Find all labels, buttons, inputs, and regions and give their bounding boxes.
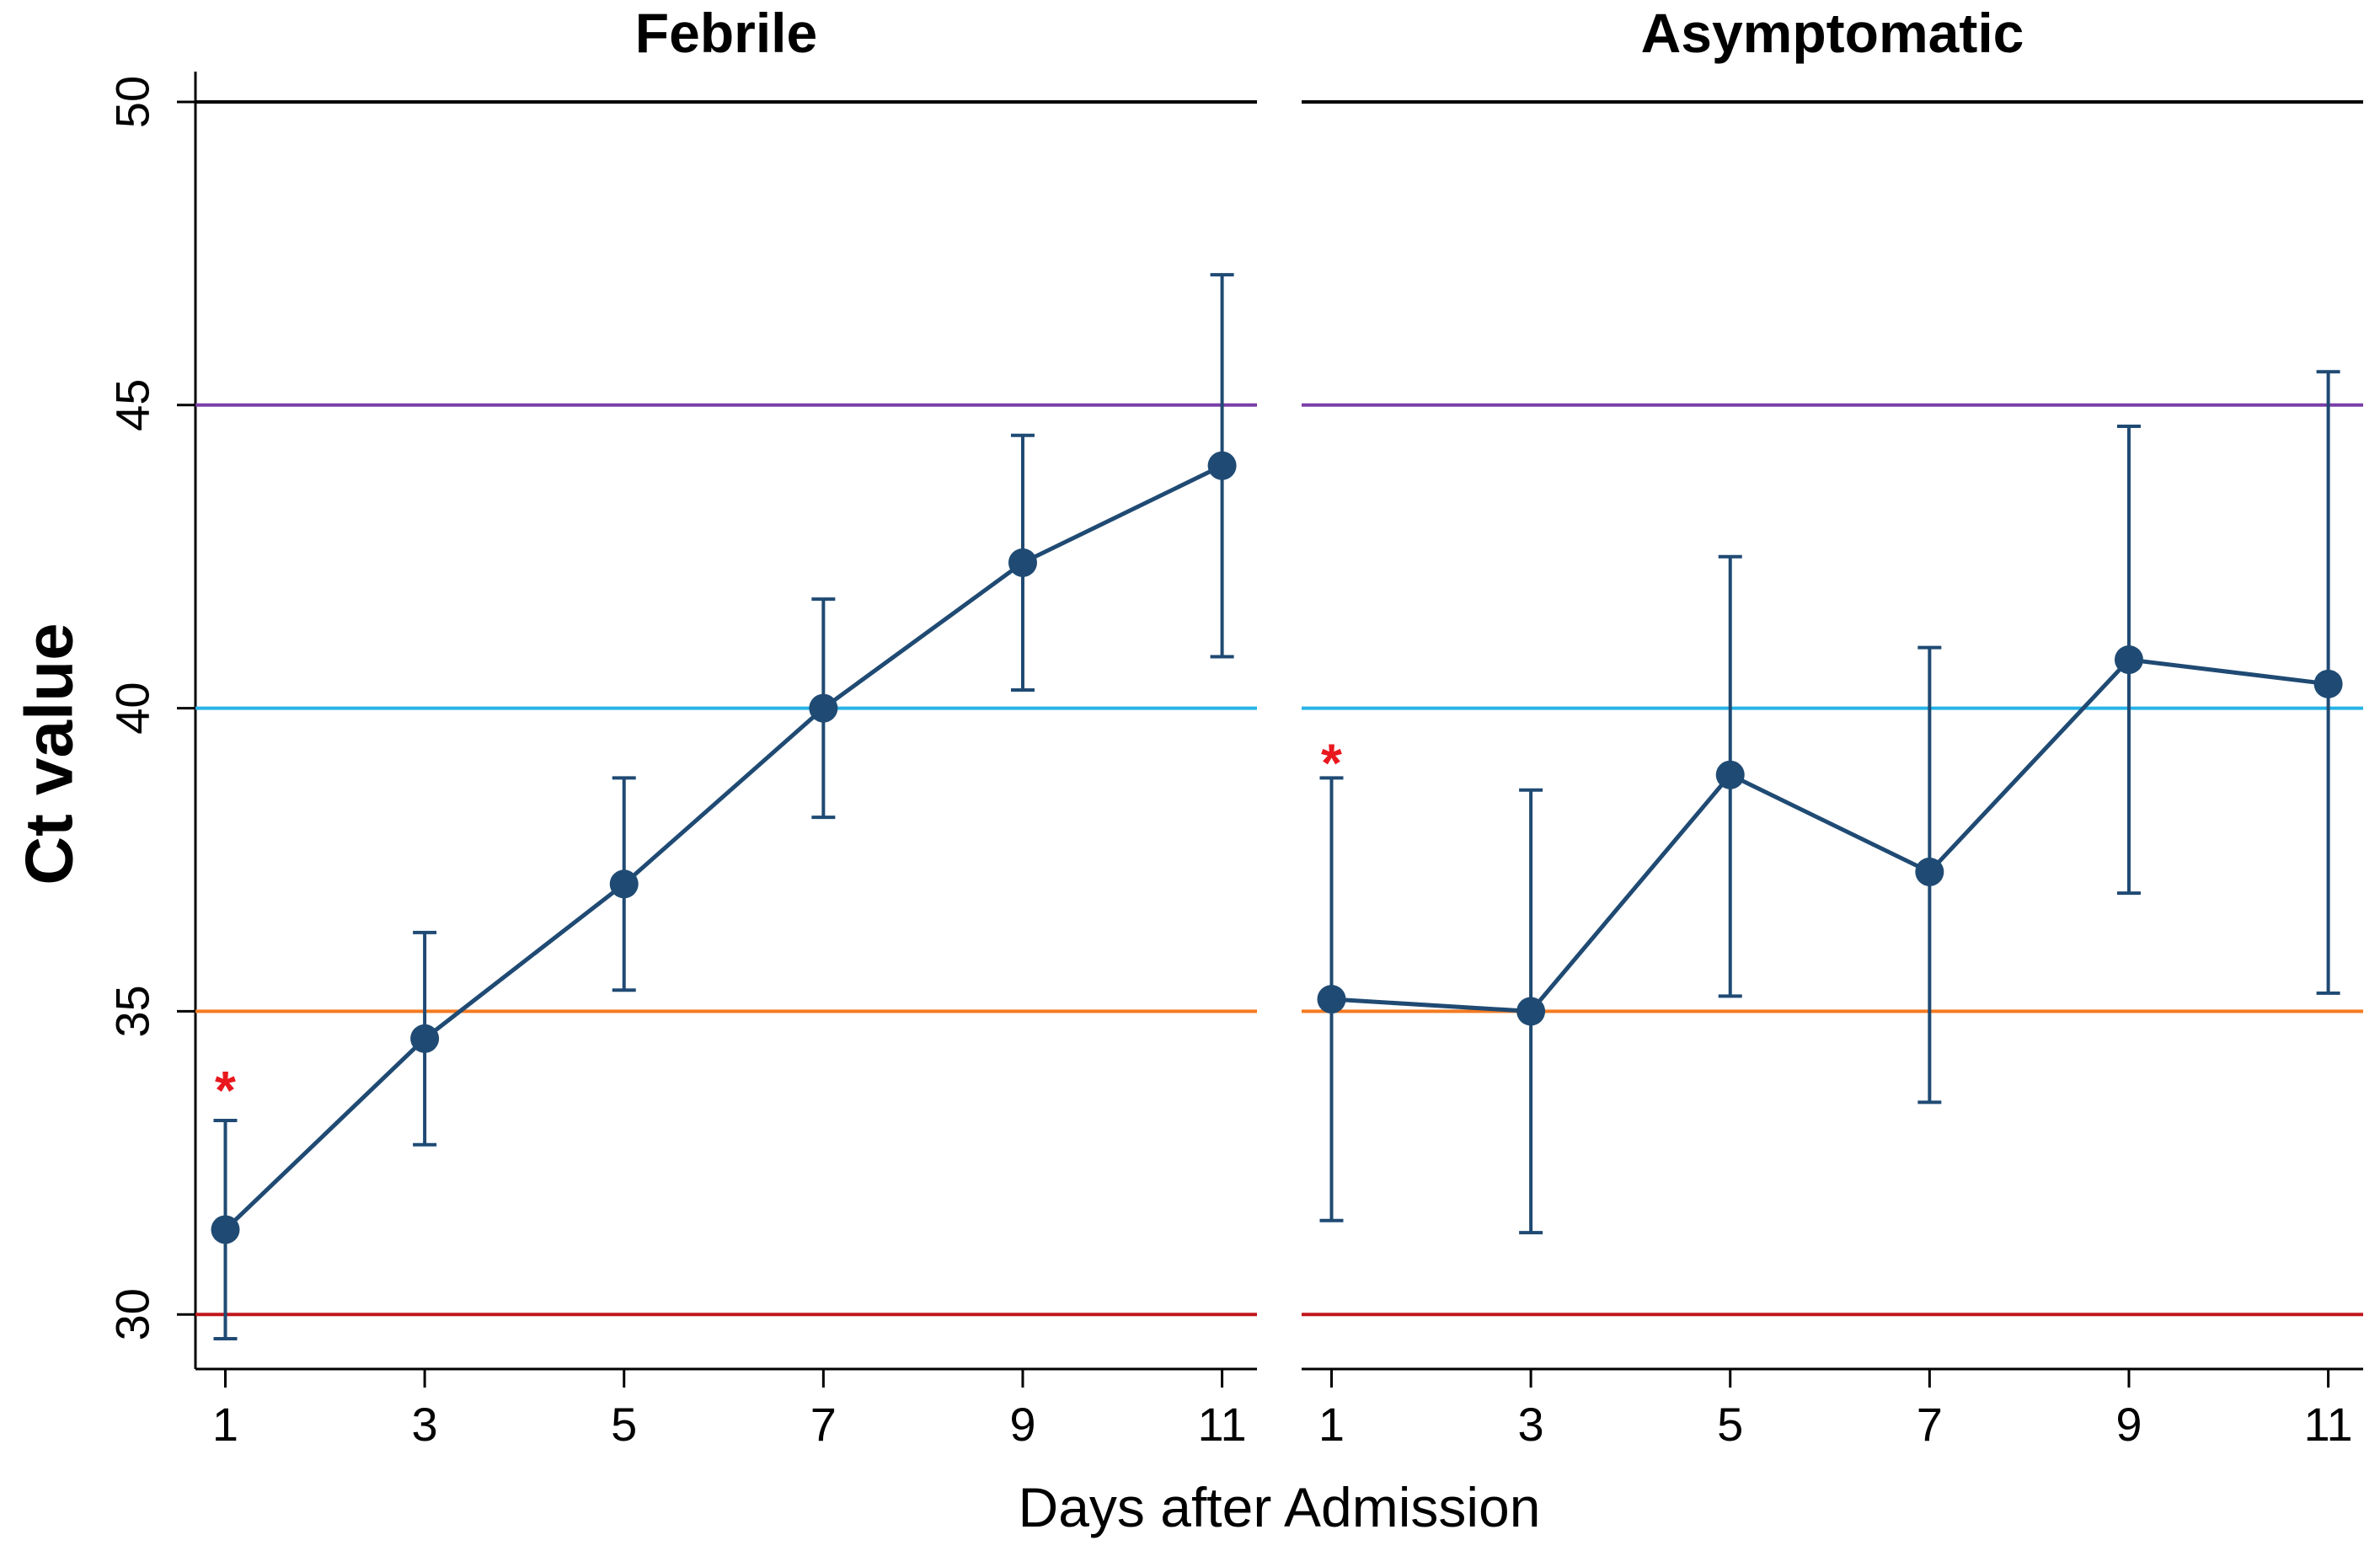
significance-marker: * <box>1321 732 1342 793</box>
y-axis: 30 35 40 45 50 Ct value <box>12 72 197 1369</box>
panel-febrile: Febrile 1 3 5 7 9 11 * <box>195 2 1257 1451</box>
panel-asymptomatic: Asymptomatic 1 3 5 7 9 11 * <box>1302 2 2363 1451</box>
data-point <box>1516 997 1546 1026</box>
significance-marker: * <box>215 1060 236 1120</box>
series-line <box>223 463 1223 1232</box>
x-tick-label: 3 <box>1518 1398 1544 1451</box>
x-tick-label: 9 <box>2115 1398 2142 1451</box>
x-tick-label: 1 <box>212 1398 238 1451</box>
data-point <box>410 1024 440 1053</box>
data-point <box>2114 645 2143 675</box>
x-tick-label: 5 <box>611 1398 637 1451</box>
data-point <box>211 1215 240 1244</box>
x-tick-label: 11 <box>1198 1398 1247 1451</box>
data-point <box>1207 451 1237 480</box>
data-point <box>1915 857 1944 886</box>
data-point <box>609 869 639 899</box>
data-point <box>809 693 838 723</box>
y-tick-label: 30 <box>106 1288 159 1340</box>
x-tick-label: 3 <box>412 1398 438 1451</box>
data-point <box>2313 669 2343 698</box>
x-axis-title: Days after Admission <box>1019 1476 1541 1538</box>
y-tick-label: 50 <box>106 76 159 128</box>
data-point <box>1317 985 1346 1014</box>
panel-title: Asymptomatic <box>1641 2 2024 64</box>
x-tick-label: 7 <box>1917 1398 1943 1451</box>
panel-title: Febrile <box>635 2 817 64</box>
data-point <box>1715 760 1745 789</box>
series-line <box>1331 657 2329 1013</box>
x-tick-label: 9 <box>1009 1398 1035 1451</box>
x-tick-label: 5 <box>1717 1398 1743 1451</box>
y-tick-label: 40 <box>106 682 159 734</box>
x-tick-label: 1 <box>1318 1398 1345 1451</box>
data-point <box>1008 548 1037 577</box>
x-tick-label: 11 <box>2304 1398 2353 1451</box>
y-tick-label: 45 <box>106 379 159 431</box>
y-axis-title: Ct value <box>12 623 87 885</box>
y-tick-label: 35 <box>106 985 159 1037</box>
x-tick-label: 7 <box>810 1398 837 1451</box>
